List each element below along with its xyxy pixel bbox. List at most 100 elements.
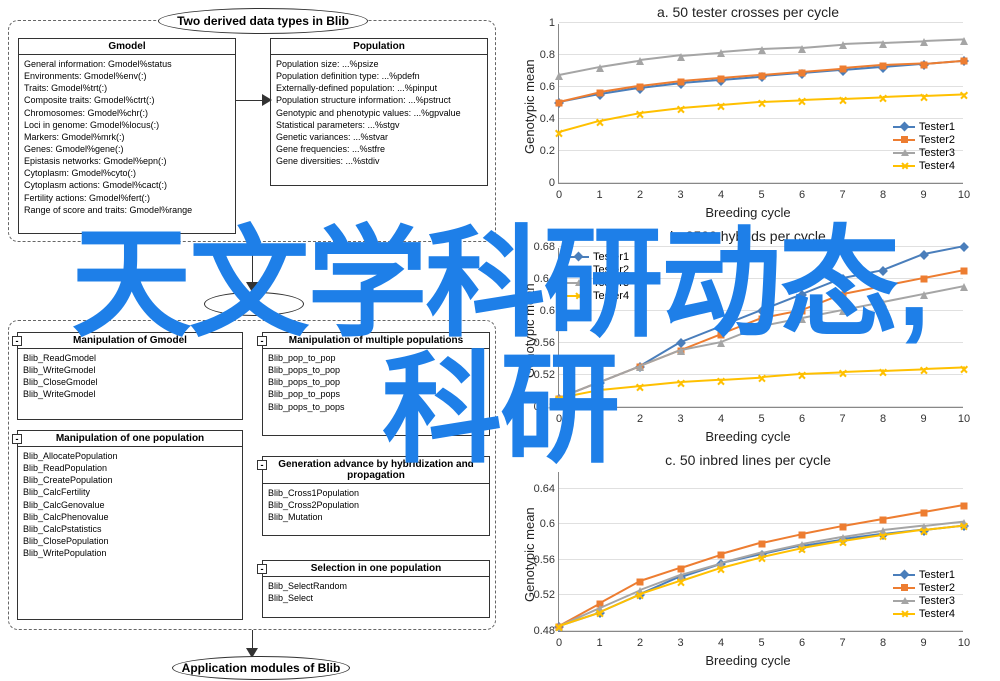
legend-swatch <box>893 574 915 576</box>
marker-triangle <box>879 40 887 48</box>
marker-square <box>839 524 846 531</box>
box-title: Selection in one population - <box>263 561 489 577</box>
marker-square <box>961 502 968 509</box>
xtick: 10 <box>958 189 970 201</box>
gmodel-box: Gmodel General information: Gmodel%statu… <box>18 38 236 234</box>
series-line <box>802 98 843 102</box>
series-line <box>680 104 721 109</box>
uml-item: Externally-defined population: ...%pinpu… <box>276 82 482 94</box>
legend-swatch <box>893 165 915 167</box>
marker-cross <box>798 545 807 554</box>
marker-square <box>718 552 725 559</box>
series-line <box>883 511 924 520</box>
oval-bottom: Application modules of Blib <box>172 656 350 680</box>
series-line <box>559 120 600 133</box>
series-line <box>883 40 924 44</box>
marker-cross <box>676 105 685 114</box>
marker-cross <box>838 95 847 104</box>
xtick: 8 <box>880 637 886 649</box>
marker-square <box>596 90 603 97</box>
series-line <box>923 93 964 97</box>
marker-cross <box>960 91 969 100</box>
uml-item: Genotypic and phenotypic values: ...%gpv… <box>276 107 482 119</box>
marker-cross <box>555 129 564 138</box>
ytick: 0.4 <box>521 113 555 125</box>
marker-cross <box>595 118 604 127</box>
series-line <box>923 39 964 43</box>
xtick: 7 <box>839 637 845 649</box>
marker-square <box>758 72 765 79</box>
marker-square <box>920 61 927 68</box>
legend-label: Tester4 <box>919 160 955 172</box>
legend-marker <box>901 162 908 169</box>
series-line <box>761 533 802 544</box>
marker-cross <box>717 564 726 573</box>
ylabel: Genotypic mean <box>522 59 537 154</box>
oval-top: Two derived data types in Blib <box>158 8 368 34</box>
marker-square <box>880 516 887 523</box>
legend-label: Tester3 <box>919 147 955 159</box>
population-box: Population Population size: ...%psizePop… <box>270 38 488 186</box>
legend-row: Tester1 <box>893 121 955 133</box>
marker-square <box>839 66 846 73</box>
marker-triangle <box>758 46 766 54</box>
marker-triangle <box>798 45 806 53</box>
series-line <box>883 95 924 99</box>
xtick: 6 <box>799 637 805 649</box>
legend-marker <box>899 570 909 580</box>
marker-cross <box>757 99 766 108</box>
xtick: 5 <box>758 189 764 201</box>
legend-swatch <box>893 139 915 141</box>
plot-area: 00.20.40.60.81012345678910 <box>558 24 963 184</box>
marker-cross <box>879 94 888 103</box>
uml-item: Genes: Gmodel%gene(:) <box>24 143 230 155</box>
xtick: 4 <box>718 189 724 201</box>
uml-item: Gene frequencies: ...%stfre <box>276 143 482 155</box>
series-line <box>842 96 883 100</box>
legend-swatch <box>893 152 915 154</box>
uml-item: Environments: Gmodel%env(:) <box>24 70 230 82</box>
marker-triangle <box>555 72 563 80</box>
marker-square <box>961 58 968 65</box>
legend-row: Tester2 <box>893 582 955 594</box>
marker-cross <box>838 538 847 547</box>
xtick: 1 <box>596 189 602 201</box>
expand-icon: - <box>257 564 267 574</box>
box-item: Blib_CalcGenovalue <box>23 499 237 511</box>
xtick: 6 <box>799 189 805 201</box>
legend-marker <box>901 149 909 156</box>
xtick: 7 <box>839 189 845 201</box>
box-item: Blib_CreatePopulation <box>23 474 237 486</box>
series-line <box>599 59 640 67</box>
marker-cross <box>757 554 766 563</box>
legend-label: Tester2 <box>919 582 955 594</box>
gridline <box>559 182 963 183</box>
series-line <box>559 66 600 76</box>
subroutine-box: Selection in one population - Blib_Selec… <box>262 560 490 618</box>
uml-item: Population structure information: ...%ps… <box>276 94 482 106</box>
uml-item: Cytoplasm: Gmodel%cyto(:) <box>24 167 230 179</box>
uml-item: Population size: ...%psize <box>276 58 482 70</box>
box-item: Blib_CalcPhenovalue <box>23 511 237 523</box>
series-line <box>640 107 681 114</box>
uml-item: Loci in genome: Gmodel%locus(:) <box>24 119 230 131</box>
series-line <box>761 47 802 51</box>
legend-swatch <box>893 587 915 589</box>
xtick: 8 <box>880 189 886 201</box>
ytick: 0.64 <box>521 483 555 495</box>
marker-triangle <box>839 41 847 49</box>
marker-square <box>556 100 563 107</box>
marker-cross <box>879 531 888 540</box>
legend-marker <box>899 122 909 132</box>
ytick: 0.6 <box>521 81 555 93</box>
marker-triangle <box>960 37 968 45</box>
box-item: Blib_CalcFertility <box>23 486 237 498</box>
marker-cross <box>960 522 969 531</box>
marker-cross <box>919 92 928 101</box>
overlay-line-2: 科研 <box>10 350 990 470</box>
uml-item: Gene diversities: ...%stdiv <box>276 155 482 167</box>
box-item: Blib_Cross1Population <box>268 487 484 499</box>
xtick: 9 <box>920 189 926 201</box>
ytick: 0.8 <box>521 49 555 61</box>
series-line <box>802 43 843 48</box>
